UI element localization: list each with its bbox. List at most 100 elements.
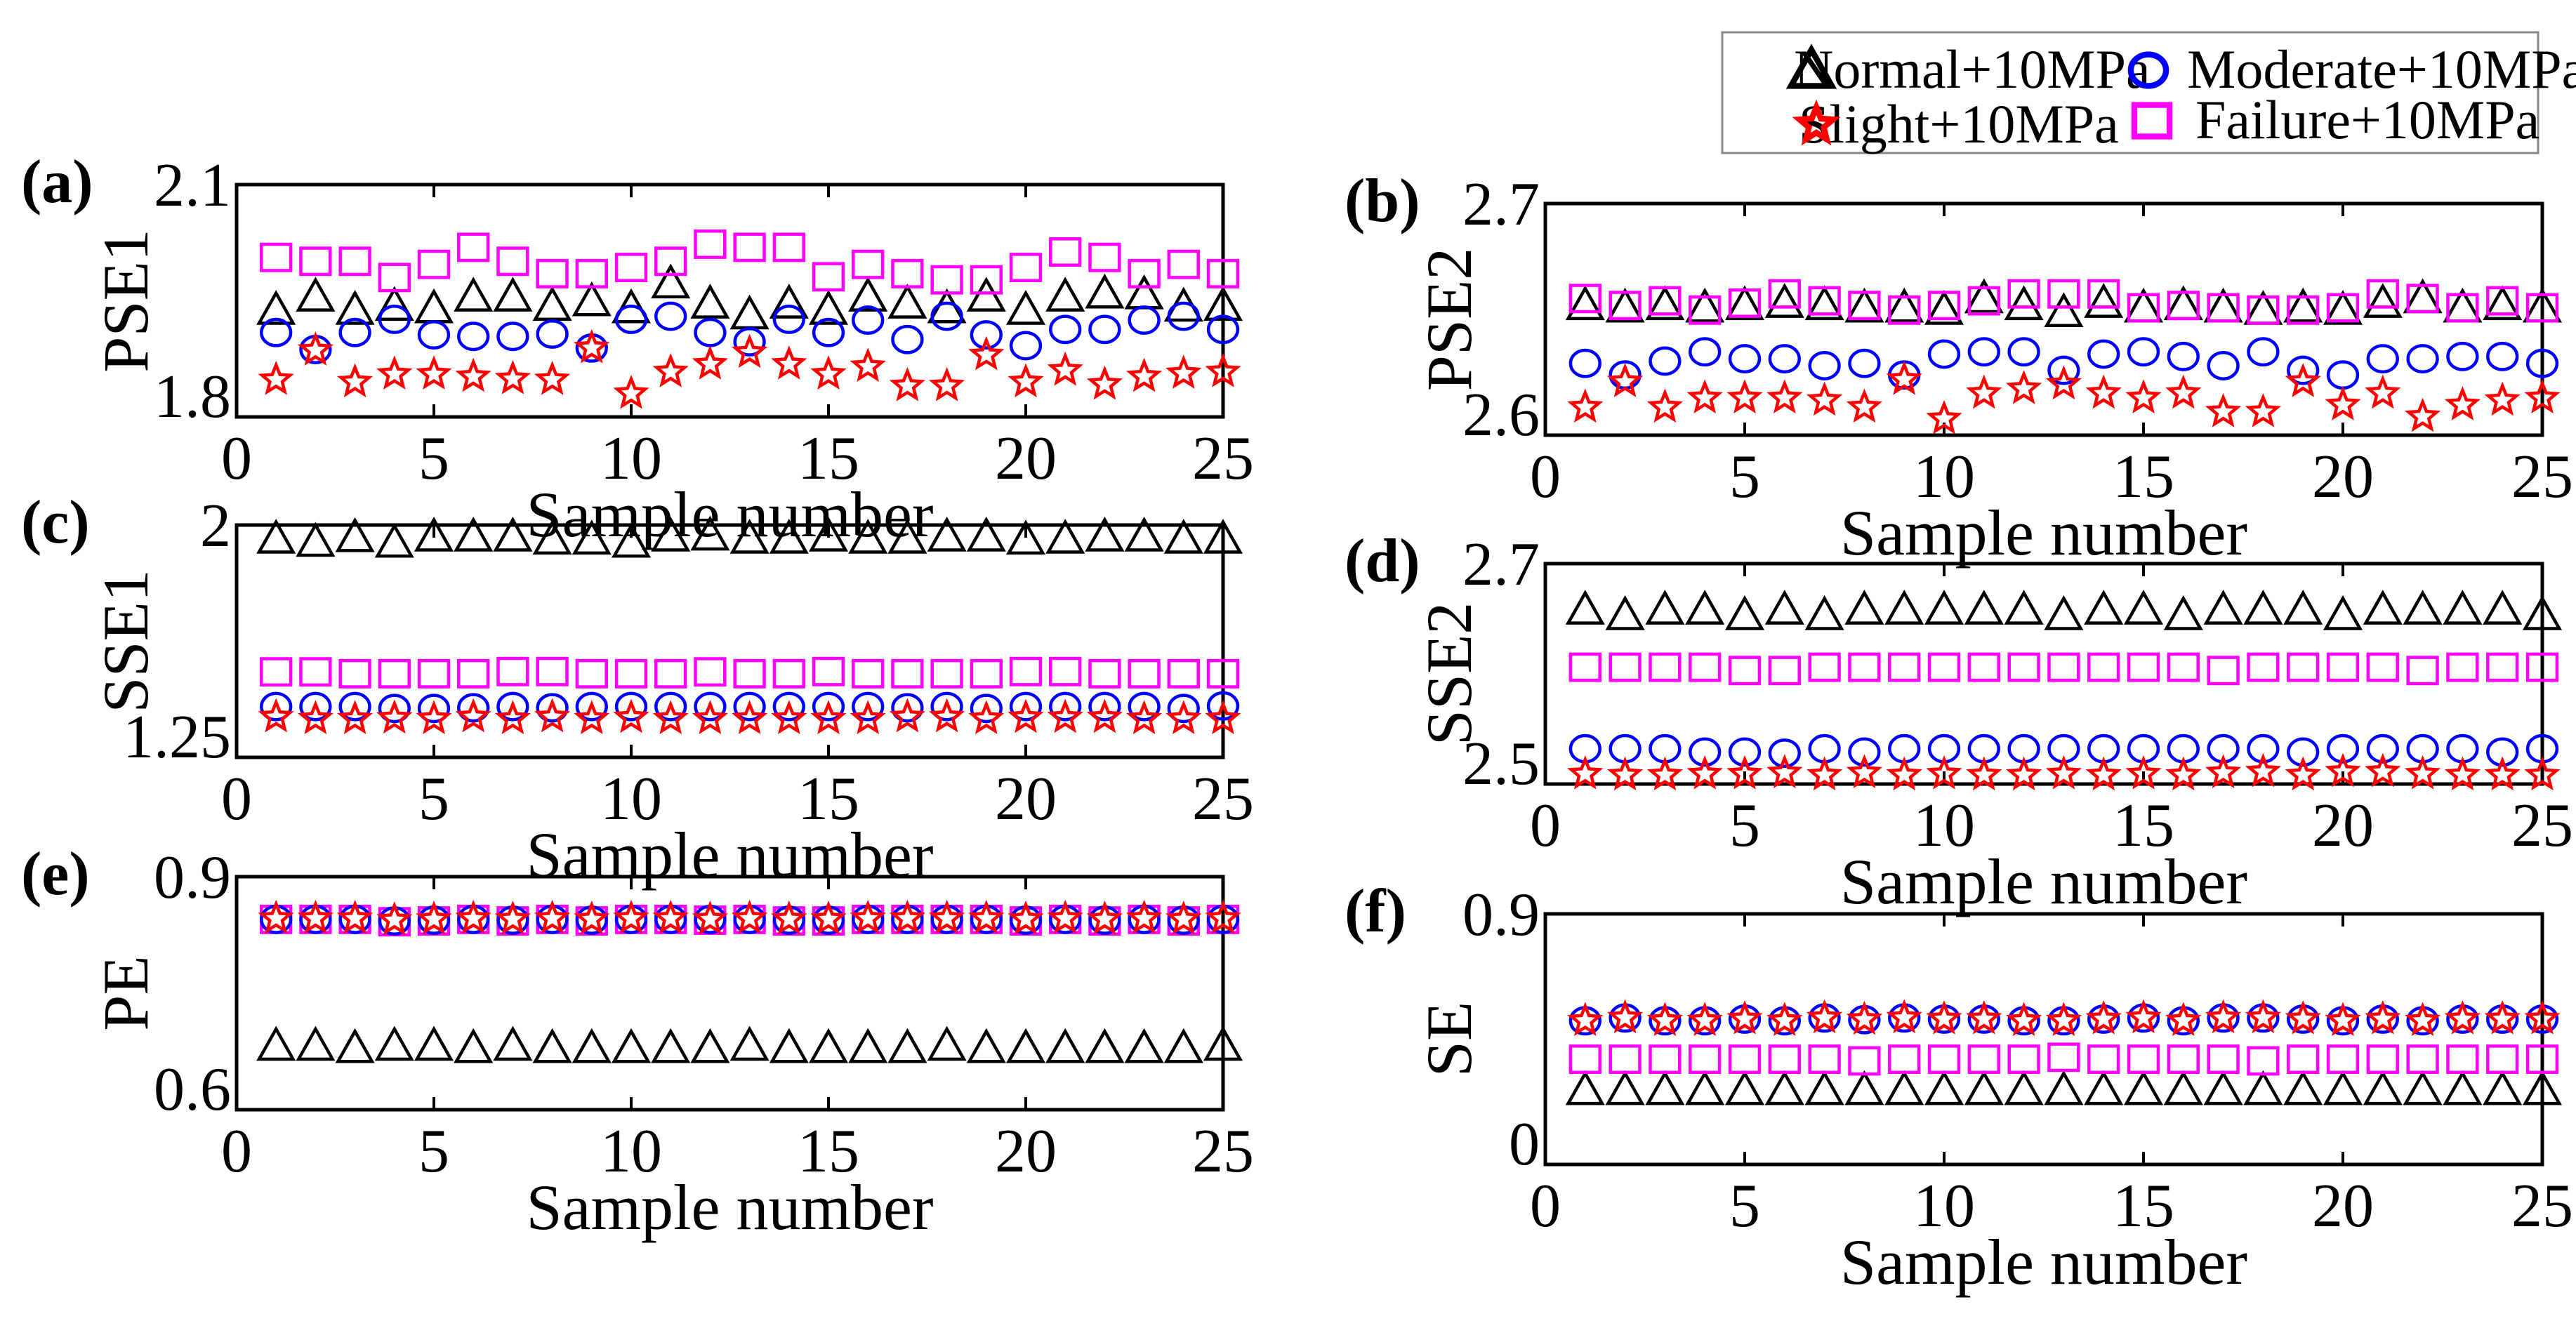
plot-frame: [1543, 912, 2544, 1167]
data-point-triangle: [1884, 1070, 1924, 1105]
data-point-star: [1886, 360, 1922, 395]
data-point-star: [1806, 999, 1843, 1034]
data-point-triangle: [1724, 595, 1765, 630]
data-point-star: [732, 333, 768, 368]
data-point-circle: [536, 904, 569, 934]
data-point-star: [297, 700, 334, 735]
data-point-triangle: [1804, 285, 1844, 321]
data-point-star: [1047, 351, 1083, 386]
data-point-star: [336, 363, 374, 398]
y-axis-label: PE: [90, 955, 161, 1030]
data-point-square: [1609, 652, 1642, 682]
data-point-triangle: [2403, 590, 2443, 625]
data-point-triangle: [729, 519, 770, 554]
data-point-square: [1967, 286, 2000, 316]
data-point-square: [891, 258, 924, 288]
data-point-square: [2207, 1044, 2240, 1075]
data-point-star: [2524, 379, 2561, 413]
data-point-triangle: [2483, 285, 2523, 321]
data-point-triangle: [1924, 290, 1964, 325]
data-point-circle: [1167, 693, 1200, 724]
data-point-triangle: [1844, 590, 1884, 625]
data-point-star: [2165, 374, 2202, 409]
data-point-star: [1567, 388, 1604, 423]
data-point-circle: [338, 904, 371, 934]
data-point-triangle: [1005, 1028, 1046, 1063]
data-point-star: [1766, 379, 1803, 413]
data-point-square: [2287, 1044, 2320, 1075]
data-point-circle: [378, 305, 411, 334]
panel-e: 0 5 10 15 20 25 0.6 0.9 Sample number PE(e): [21, 840, 1254, 1243]
data-point-star: [376, 901, 413, 936]
data-point-triangle: [1685, 1070, 1725, 1105]
data-point-circle: [496, 691, 529, 722]
data-point-triangle: [1764, 590, 1804, 625]
series-slight: [258, 698, 1241, 735]
data-point-triangle: [572, 281, 612, 317]
data-point-triangle: [848, 1028, 888, 1063]
data-point-circle: [2247, 337, 2280, 367]
data-point-triangle: [1924, 590, 1964, 625]
data-point-star: [1926, 755, 1962, 790]
x-tick-label: 5: [418, 1117, 449, 1186]
data-point-circle: [299, 691, 332, 722]
data-point-star: [968, 700, 1005, 735]
x-axis-label: Sample number: [527, 479, 934, 550]
data-point-star: [1886, 999, 1922, 1034]
data-point-star: [771, 345, 807, 380]
data-point-circle: [772, 905, 805, 935]
data-point-star: [376, 699, 413, 734]
x-tick-label: 0: [221, 765, 252, 833]
data-point-star: [494, 700, 531, 735]
data-point-star: [2484, 381, 2521, 416]
data-point-star: [534, 698, 571, 733]
y-tick-label: 2.7: [1462, 531, 1540, 599]
data-point-circle: [2247, 733, 2280, 764]
data-point-circle: [812, 317, 845, 347]
data-point-circle: [1927, 339, 1961, 369]
data-point-triangle: [1045, 1028, 1085, 1063]
data-point-triangle: [1124, 1028, 1164, 1063]
data-point-star: [2125, 379, 2162, 413]
data-point-circle: [1128, 904, 1161, 934]
data-point-square: [1049, 237, 1082, 267]
data-point-square: [536, 258, 569, 288]
data-point-star: [613, 698, 649, 733]
data-point-circle: [2525, 348, 2559, 378]
data-point-circle: [1808, 351, 1841, 380]
data-point-circle: [1049, 314, 1082, 345]
data-point-circle: [1206, 314, 1240, 345]
data-point-star: [889, 366, 926, 401]
data-point-star: [1567, 1002, 1604, 1037]
data-point-triangle: [2163, 1070, 2203, 1105]
data-point-star: [2325, 1002, 2361, 1037]
series-failure: [1568, 1042, 2559, 1076]
data-point-triangle: [2483, 590, 2523, 625]
data-point-star: [455, 357, 491, 392]
data-point-square: [970, 265, 1003, 295]
data-point-triangle: [1203, 1025, 1243, 1061]
x-tick-label: 20: [2312, 1172, 2374, 1240]
data-point-circle: [1728, 737, 1762, 767]
x-tick-label: 15: [798, 1117, 859, 1186]
x-tick-label: 10: [1913, 792, 1975, 860]
data-point-star: [2205, 999, 2242, 1034]
data-point-triangle: [651, 516, 691, 552]
data-point-triangle: [1804, 1070, 1844, 1105]
data-point-triangle: [887, 284, 927, 319]
data-point-square: [2047, 1042, 2080, 1073]
data-point-square: [1927, 1044, 1961, 1075]
data-point-triangle: [2403, 1070, 2443, 1105]
data-point-star: [1886, 756, 1922, 791]
data-point-square: [772, 232, 805, 263]
data-point-circle: [496, 321, 529, 352]
data-point-triangle: [651, 263, 691, 299]
data-point-triangle: [1884, 590, 1924, 625]
y-axis-label: SSE2: [1413, 602, 1485, 746]
data-point-square: [2047, 279, 2080, 309]
data-point-circle: [2047, 355, 2080, 385]
data-point-square: [1848, 291, 1881, 321]
data-point-star: [850, 700, 886, 735]
data-point-square: [1689, 295, 1722, 325]
data-point-triangle: [1045, 519, 1085, 554]
